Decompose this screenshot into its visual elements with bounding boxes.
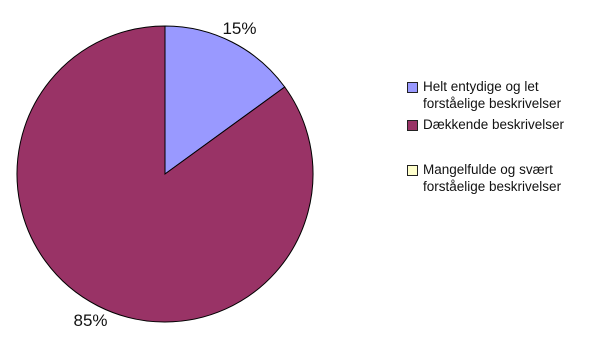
pie-slice: [164, 25, 286, 175]
pie-slice: [16, 25, 314, 323]
legend-item: Helt entydige og let forståelige beskriv…: [407, 78, 597, 112]
legend-item: Mangelfulde og svært forståelige beskriv…: [407, 161, 597, 195]
slice-value-label: 85%: [74, 311, 108, 330]
legend-item: Dækkende beskrivelser: [407, 116, 597, 133]
legend-swatch: [407, 82, 418, 93]
legend-swatch: [407, 165, 418, 176]
legend: Helt entydige og let forståelige beskriv…: [407, 78, 597, 195]
legend-label: Mangelfulde og svært forståelige beskriv…: [423, 162, 562, 194]
legend-label: Helt entydige og let forståelige beskriv…: [423, 79, 562, 111]
slice-value-label: 15%: [222, 19, 256, 38]
legend-label: Dækkende beskrivelser: [423, 117, 565, 132]
legend-swatch: [407, 120, 418, 131]
